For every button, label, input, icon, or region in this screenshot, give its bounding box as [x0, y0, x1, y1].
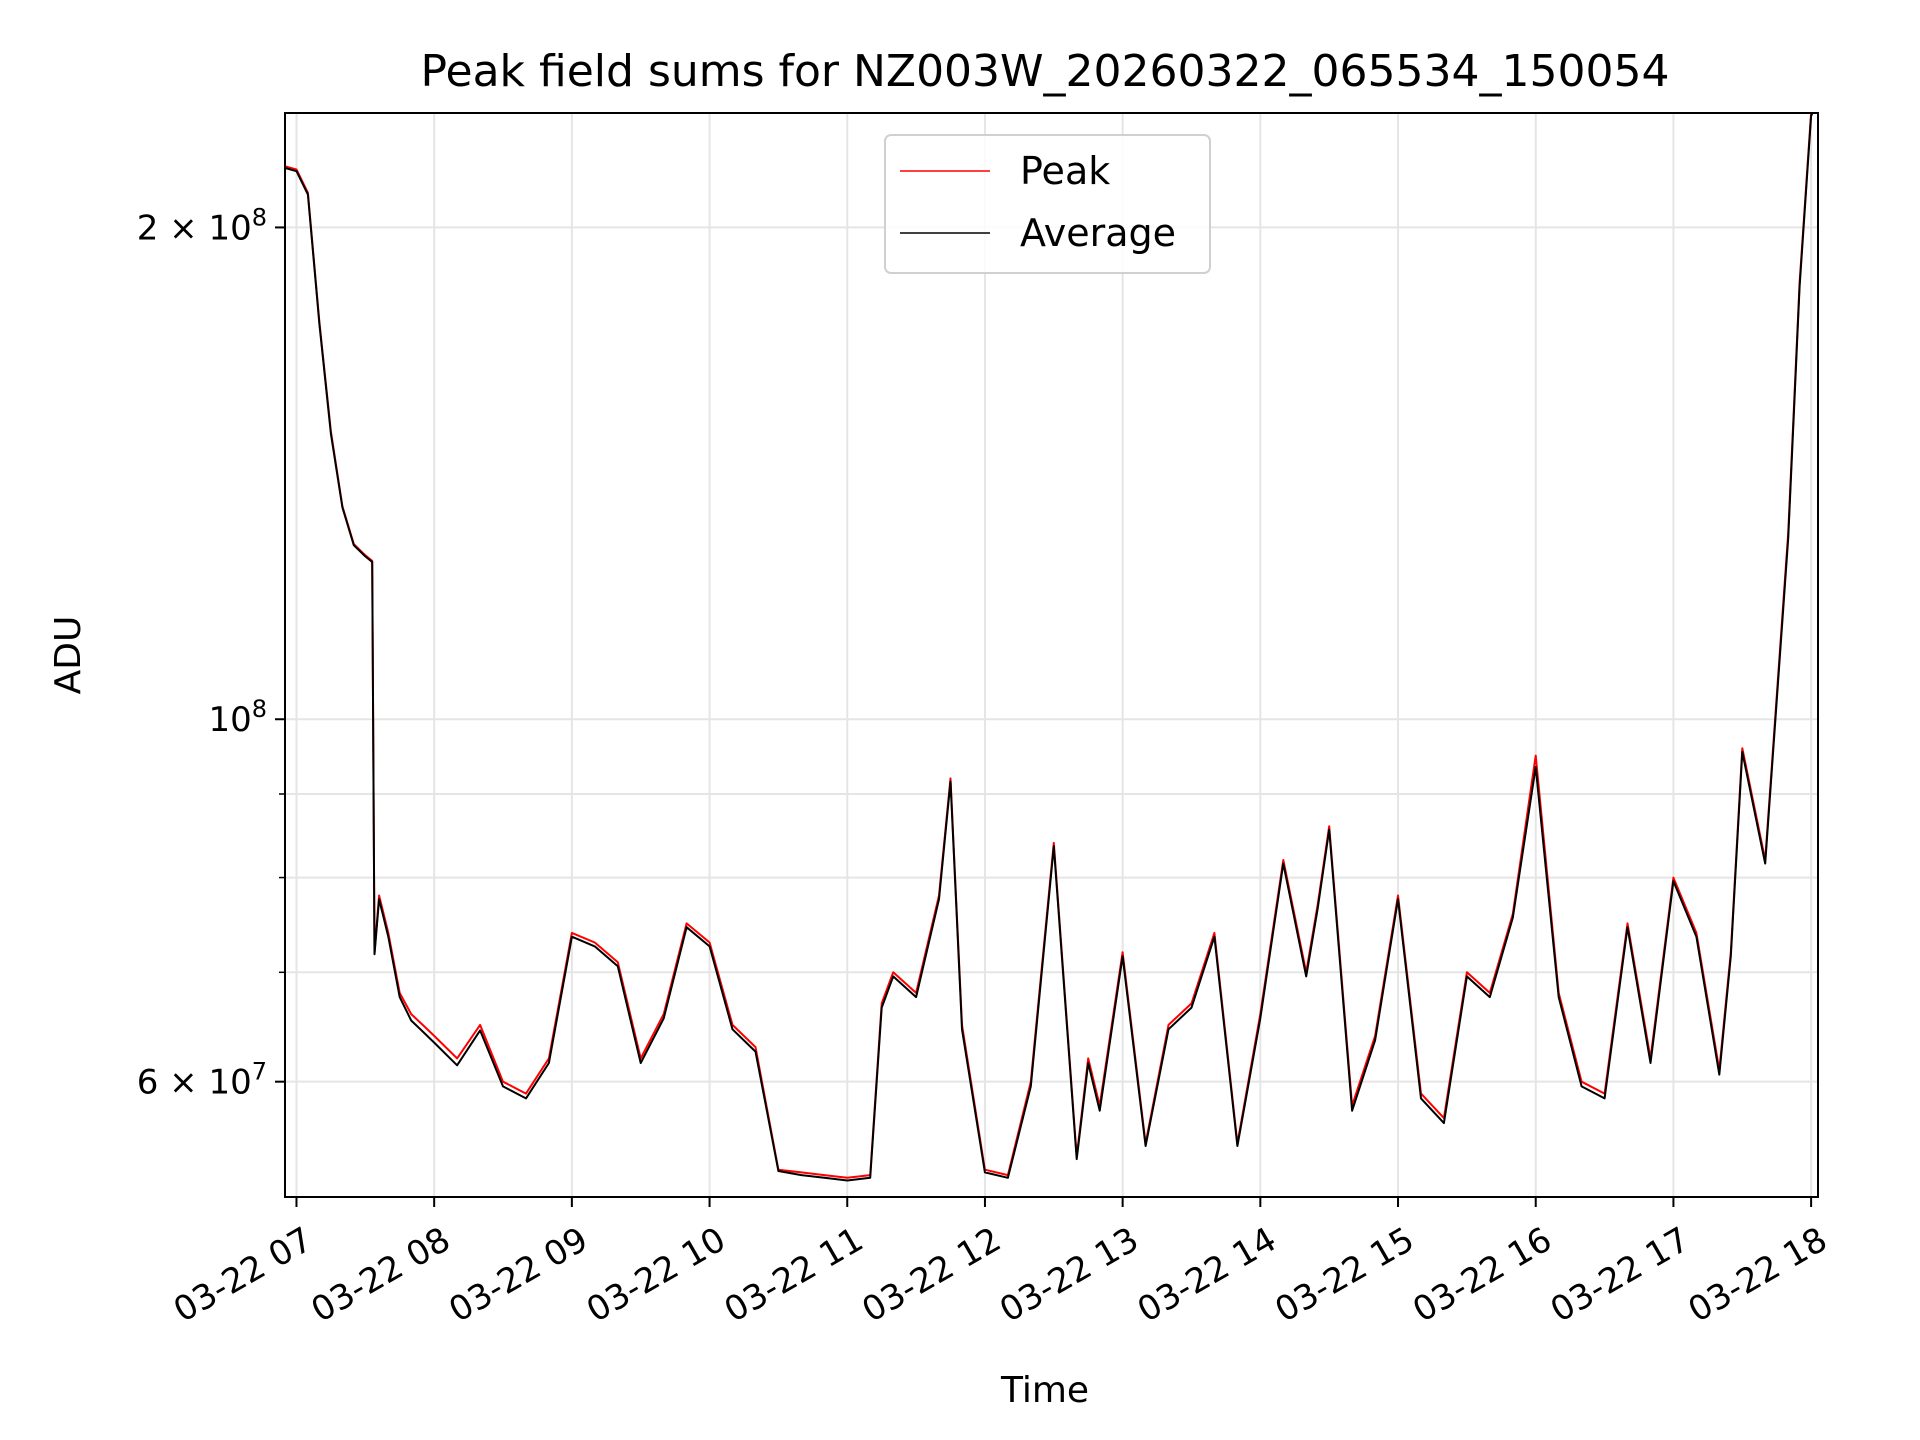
x-axis-label: Time	[1000, 1370, 1089, 1411]
legend: Peak Average	[884, 134, 1211, 274]
chart-title: Peak field sums for NZ003W_20260322_0655…	[421, 46, 1670, 97]
legend-box	[884, 134, 1211, 274]
y-axis-label: ADU	[48, 616, 89, 695]
legend-label-average: Average	[1020, 211, 1176, 255]
plot-area	[285, 113, 1814, 1182]
y-tick-label: 2 × 108	[137, 203, 267, 248]
series-line-average	[285, 113, 1814, 1182]
y-tick-label: 108	[208, 695, 267, 740]
y-tick-label: 6 × 107	[137, 1058, 267, 1103]
legend-label-peak: Peak	[1020, 149, 1110, 193]
plot-frame	[284, 112, 1819, 1198]
